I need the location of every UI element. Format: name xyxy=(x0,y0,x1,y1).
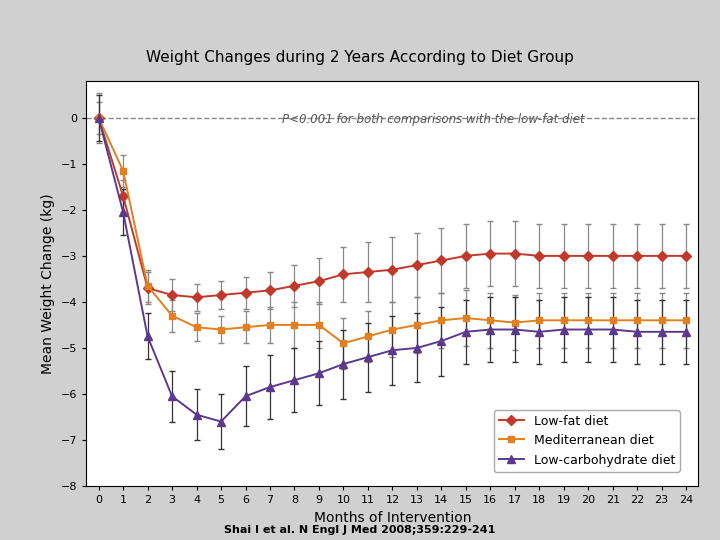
Low-fat diet xyxy=(535,253,544,259)
Low-fat diet xyxy=(364,269,372,275)
Low-carbohydrate diet xyxy=(315,370,323,376)
Low-carbohydrate diet xyxy=(339,361,348,367)
Mediterranean diet xyxy=(535,317,544,323)
Low-carbohydrate diet xyxy=(437,338,446,345)
Mediterranean diet xyxy=(364,333,372,340)
Low-carbohydrate diet xyxy=(217,418,225,425)
Legend: Low-fat diet, Mediterranean diet, Low-carbohydrate diet: Low-fat diet, Mediterranean diet, Low-ca… xyxy=(493,410,680,471)
Mediterranean diet xyxy=(290,322,299,328)
Low-carbohydrate diet xyxy=(364,354,372,360)
X-axis label: Months of Intervention: Months of Intervention xyxy=(314,511,471,524)
Low-fat diet xyxy=(143,285,152,292)
Low-fat diet xyxy=(437,257,446,264)
Low-carbohydrate diet xyxy=(413,345,421,351)
Low-fat diet xyxy=(339,271,348,278)
Mediterranean diet xyxy=(168,313,176,319)
Text: Shai I et al. N Engl J Med 2008;359:229-241: Shai I et al. N Engl J Med 2008;359:229-… xyxy=(225,524,495,535)
Line: Low-fat diet: Low-fat diet xyxy=(95,114,690,301)
Low-carbohydrate diet xyxy=(657,328,666,335)
Mediterranean diet xyxy=(217,326,225,333)
Low-fat diet xyxy=(413,262,421,268)
Low-carbohydrate diet xyxy=(633,328,642,335)
Low-carbohydrate diet xyxy=(119,209,127,215)
Low-carbohydrate diet xyxy=(559,326,568,333)
Mediterranean diet xyxy=(657,317,666,323)
Mediterranean diet xyxy=(584,317,593,323)
Low-carbohydrate diet xyxy=(682,328,690,335)
Low-fat diet xyxy=(608,253,617,259)
Text: Weight Changes during 2 Years According to Diet Group: Weight Changes during 2 Years According … xyxy=(146,50,574,65)
Mediterranean diet xyxy=(119,167,127,174)
Low-fat diet xyxy=(559,253,568,259)
Y-axis label: Mean Weight Change (kg): Mean Weight Change (kg) xyxy=(41,193,55,374)
Mediterranean diet xyxy=(388,326,397,333)
Mediterranean diet xyxy=(608,317,617,323)
Low-carbohydrate diet xyxy=(535,328,544,335)
Low-fat diet xyxy=(266,287,274,294)
Low-carbohydrate diet xyxy=(510,326,519,333)
Low-fat diet xyxy=(510,251,519,257)
Low-fat diet xyxy=(657,253,666,259)
Low-fat diet xyxy=(217,292,225,298)
Low-fat diet xyxy=(388,266,397,273)
Mediterranean diet xyxy=(413,322,421,328)
Mediterranean diet xyxy=(315,322,323,328)
Low-carbohydrate diet xyxy=(143,333,152,340)
Mediterranean diet xyxy=(437,317,446,323)
Low-carbohydrate diet xyxy=(94,114,103,121)
Mediterranean diet xyxy=(486,317,495,323)
Mediterranean diet xyxy=(143,282,152,289)
Low-fat diet xyxy=(119,193,127,199)
Low-fat diet xyxy=(462,253,470,259)
Line: Mediterranean diet: Mediterranean diet xyxy=(95,114,690,347)
Mediterranean diet xyxy=(462,315,470,321)
Mediterranean diet xyxy=(339,340,348,347)
Mediterranean diet xyxy=(192,324,201,330)
Mediterranean diet xyxy=(633,317,642,323)
Mediterranean diet xyxy=(241,324,250,330)
Low-fat diet xyxy=(290,282,299,289)
Low-fat diet xyxy=(94,114,103,121)
Line: Low-carbohydrate diet: Low-carbohydrate diet xyxy=(95,114,690,426)
Low-fat diet xyxy=(168,292,176,298)
Low-carbohydrate diet xyxy=(462,328,470,335)
Low-carbohydrate diet xyxy=(192,411,201,418)
Low-fat diet xyxy=(315,278,323,285)
Low-carbohydrate diet xyxy=(486,326,495,333)
Mediterranean diet xyxy=(682,317,690,323)
Low-carbohydrate diet xyxy=(388,347,397,354)
Low-fat diet xyxy=(633,253,642,259)
Mediterranean diet xyxy=(266,322,274,328)
Mediterranean diet xyxy=(94,114,103,121)
Low-fat diet xyxy=(486,251,495,257)
Low-fat diet xyxy=(584,253,593,259)
Low-carbohydrate diet xyxy=(584,326,593,333)
Low-carbohydrate diet xyxy=(241,393,250,400)
Mediterranean diet xyxy=(559,317,568,323)
Text: P<0.001 for both comparisons with the low-fat diet: P<0.001 for both comparisons with the lo… xyxy=(282,113,585,126)
Low-fat diet xyxy=(241,289,250,296)
Low-carbohydrate diet xyxy=(168,393,176,400)
Low-fat diet xyxy=(682,253,690,259)
Mediterranean diet xyxy=(510,319,519,326)
Low-carbohydrate diet xyxy=(290,377,299,383)
Low-fat diet xyxy=(192,294,201,301)
Low-carbohydrate diet xyxy=(266,384,274,390)
Low-carbohydrate diet xyxy=(608,326,617,333)
